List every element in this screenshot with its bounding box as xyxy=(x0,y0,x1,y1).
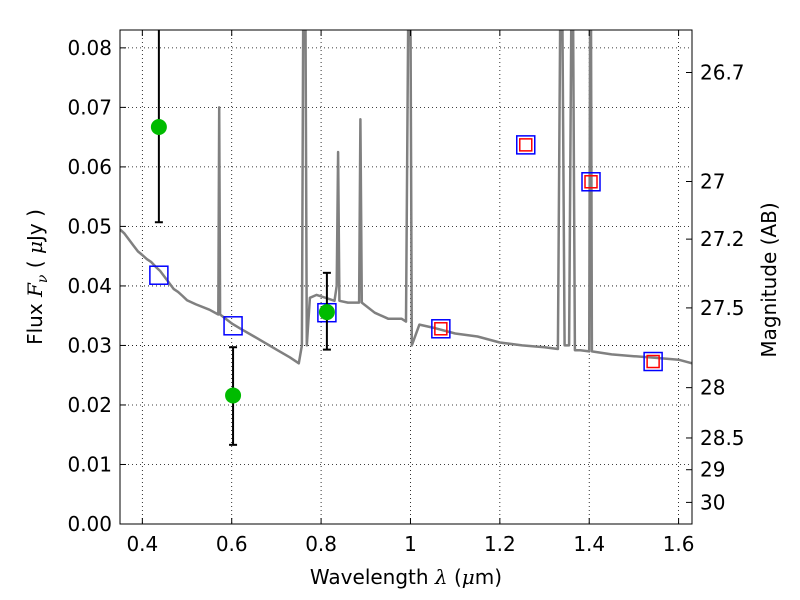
y-tick-label: 0.02 xyxy=(67,393,112,417)
mag-tick-label: 28 xyxy=(700,376,725,400)
x-tick-label: 1.4 xyxy=(573,532,605,556)
axis-ticks: 0.4 0.6 0.8 1 1.2 1.4 1.6 0.00 0.01 0.02 0.03 0.04 0… xyxy=(67,30,745,556)
mag-tick-label: 26.7 xyxy=(700,61,745,85)
y-tick-label: 0.07 xyxy=(67,95,112,119)
model-photometry-square xyxy=(643,351,663,372)
y-tick-label: 0.01 xyxy=(67,452,112,476)
model-photometry-square xyxy=(223,316,243,336)
observed-photometry-square xyxy=(519,138,533,152)
mag-tick-label: 29 xyxy=(700,458,725,482)
model-photometry-square xyxy=(516,135,536,155)
model-photometry-square xyxy=(431,319,451,339)
x-tick-label: 1.2 xyxy=(484,532,516,556)
mag-tick-label: 27.5 xyxy=(700,296,745,320)
y-axis-title: Flux Fν ( μJy ) xyxy=(23,209,51,345)
ground-photometry-point xyxy=(225,387,242,404)
x-tick-label: 0.8 xyxy=(305,532,337,556)
y-tick-label: 0.05 xyxy=(67,214,112,238)
observed-photometry-square xyxy=(646,354,660,369)
y-tick-label: 0.00 xyxy=(67,512,112,536)
x-tick-label: 0.4 xyxy=(126,532,158,556)
x-tick-label: 0.6 xyxy=(216,532,248,556)
model-sed-line xyxy=(120,30,692,365)
y-tick-label: 0.04 xyxy=(67,274,112,298)
y-tick-label: 0.03 xyxy=(67,333,112,357)
ground-photometry-point xyxy=(150,119,167,136)
plot-layer xyxy=(120,30,692,446)
x-axis-title: Wavelength λ (μm) xyxy=(310,565,502,589)
ground-photometry-point xyxy=(318,304,335,321)
mag-tick-label: 28.5 xyxy=(700,426,745,450)
plot-frame xyxy=(119,29,693,525)
x-tick-label: 1.6 xyxy=(663,532,695,556)
observed-photometry-square xyxy=(584,175,598,189)
mag-tick-label: 30 xyxy=(700,490,725,514)
mag-tick-label: 27.2 xyxy=(700,227,745,251)
observed-photometry-square xyxy=(434,322,448,336)
magnitude-axis-title: Magnitude (AB) xyxy=(757,202,781,357)
model-photometry-square xyxy=(581,172,601,192)
model-photometry-square xyxy=(149,265,169,285)
x-tick-label: 1 xyxy=(404,532,417,556)
y-tick-label: 0.08 xyxy=(67,36,112,60)
mag-tick-label: 27 xyxy=(700,170,725,194)
y-tick-label: 0.06 xyxy=(67,155,112,179)
